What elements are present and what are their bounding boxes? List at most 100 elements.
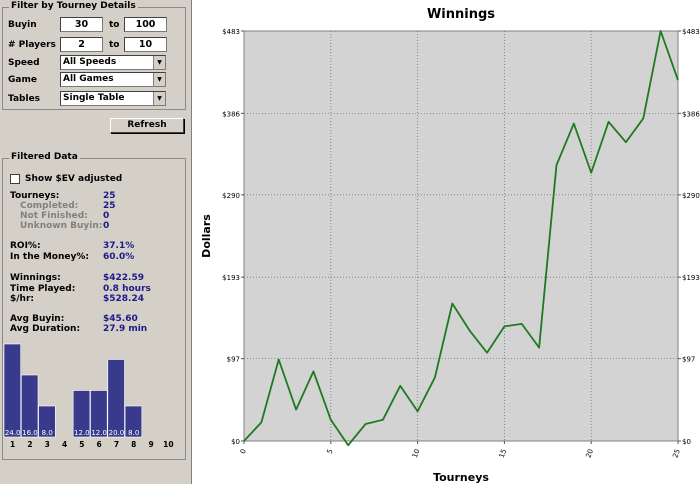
stat-value: 0 — [103, 221, 110, 231]
players-label: # Players — [8, 40, 56, 50]
stat-label: In the Money%: — [10, 252, 89, 262]
histogram-bar — [3, 343, 22, 438]
game-select[interactable]: All Games ▼ — [60, 72, 166, 87]
histogram-category-label: 6 — [97, 440, 102, 449]
left-panel: Filter by Tourney Details Buyin 30 to 10… — [0, 0, 192, 484]
histogram-category-label: 4 — [62, 440, 67, 449]
stat-value: $422.59 — [103, 273, 144, 283]
tables-select[interactable]: Single Table ▼ — [60, 91, 166, 106]
y-tick-label: $483 — [222, 28, 240, 36]
x-tick-label: 0 — [239, 448, 248, 455]
stat-value: 0 — [103, 211, 110, 221]
histogram-category-label: 2 — [27, 440, 32, 449]
histogram-bar — [20, 374, 39, 438]
speed-select-value: All Speeds — [63, 57, 117, 67]
histogram-bar — [90, 390, 108, 438]
stat-value: $528.24 — [103, 294, 144, 304]
speed-label: Speed — [8, 58, 40, 68]
stat-label: Winnings: — [10, 273, 61, 283]
histogram-bar-label: 16.0 — [22, 429, 38, 437]
x-tick-label: 5 — [326, 448, 335, 455]
stat-value: 27.9 min — [103, 324, 148, 334]
stat-label: Tourneys: — [10, 191, 60, 201]
x-tick-label: 20 — [585, 448, 596, 459]
filtered-data-title: Filtered Data — [9, 152, 80, 162]
refresh-button[interactable]: Refresh — [110, 118, 184, 133]
histogram-bar — [38, 405, 56, 438]
stat-label: Not Finished: — [20, 211, 88, 221]
stat-value: 25 — [103, 191, 116, 201]
tables-select-value: Single Table — [63, 93, 125, 103]
stat-label: Time Played: — [10, 284, 76, 294]
y-tick-label: $290 — [222, 192, 240, 200]
y-tick-label-right: $386 — [682, 110, 700, 118]
y-tick-label: $193 — [222, 274, 240, 282]
histogram-bar-label: 20.0 — [109, 429, 125, 437]
y-tick-label-right: $290 — [682, 192, 700, 200]
y-tick-label-right: $483 — [682, 28, 700, 36]
y-tick-label: $386 — [222, 110, 240, 118]
filtered-data-group: Filtered Data — [2, 152, 186, 460]
buyin-label: Buyin — [8, 20, 37, 30]
histogram-bar-label: 8.0 — [42, 429, 53, 437]
show-ev-checkbox[interactable] — [10, 174, 20, 184]
players-to-label: to — [109, 40, 120, 50]
x-axis-label: Tourneys — [433, 471, 489, 484]
buyin-to-label: to — [109, 20, 120, 30]
game-label: Game — [8, 75, 37, 85]
buyin-min-input[interactable]: 30 — [60, 17, 103, 32]
speed-select[interactable]: All Speeds ▼ — [60, 55, 166, 70]
histogram-category-label: 1 — [10, 440, 15, 449]
stat-label: $/hr: — [10, 294, 34, 304]
y-tick-label-right: $0 — [682, 438, 691, 446]
chevron-down-icon[interactable]: ▼ — [153, 73, 165, 86]
y-tick-label-right: $193 — [682, 274, 700, 282]
y-tick-label: $0 — [231, 438, 240, 446]
histogram-bar — [107, 359, 125, 438]
chart-title: Winnings — [427, 7, 495, 22]
stat-value: 37.1% — [103, 241, 135, 251]
histogram-bar — [72, 390, 91, 438]
players-max-input[interactable]: 10 — [124, 37, 167, 52]
tables-label: Tables — [8, 94, 41, 104]
plot-area — [243, 30, 679, 442]
histogram-category-label: 10 — [163, 440, 173, 449]
stat-value: 25 — [103, 201, 116, 211]
histogram-category-label: 9 — [148, 440, 153, 449]
histogram-category-label: 3 — [45, 440, 50, 449]
chart-panel: $0 $0 $97 $97 $193 $193 $290 $290 $386 $386 $483 $4… — [192, 0, 700, 484]
show-ev-label: Show $EV adjusted — [25, 174, 123, 184]
buyin-max-input[interactable]: 100 — [124, 17, 167, 32]
chevron-down-icon[interactable]: ▼ — [153, 92, 165, 105]
x-tick-label: 25 — [671, 448, 682, 459]
stat-value: 60.0% — [103, 252, 135, 262]
game-select-value: All Games — [63, 74, 114, 84]
y-tick-label-right: $97 — [682, 356, 695, 364]
chevron-down-icon[interactable]: ▼ — [153, 56, 165, 69]
stat-label: Unknown Buyin: — [20, 221, 103, 231]
histogram-category-label: 5 — [79, 440, 84, 449]
finish-position-histogram: 24.0 1 16.0 2 8.0 3 4 12.0 5 12.0 6 20.0 7 8.0 8 9 10 — [3, 343, 174, 449]
stat-label: Avg Buyin: — [10, 314, 65, 324]
histogram-bar-label: 24.0 — [5, 429, 21, 437]
winnings-chart: $0 $0 $97 $97 $193 $193 $290 $290 $386 $386 $483 $4… — [200, 7, 700, 484]
histogram-bar-label: 12.0 — [74, 429, 90, 437]
stat-value: 0.8 hours — [103, 284, 151, 294]
stat-label: Avg Duration: — [10, 324, 81, 334]
stat-label: ROI%: — [10, 241, 41, 251]
stat-value: $45.60 — [103, 314, 138, 324]
stat-label: Completed: — [20, 201, 79, 211]
histogram-bar-label: 12.0 — [91, 429, 107, 437]
histogram-bar — [124, 405, 143, 438]
players-min-input[interactable]: 2 — [60, 37, 103, 52]
histogram-category-label: 8 — [131, 440, 136, 449]
histogram-category-label: 7 — [114, 440, 119, 449]
y-axis-label: Dollars — [200, 214, 213, 258]
winnings-line — [243, 30, 679, 447]
filter-group: Filter by Tourney Details — [2, 1, 186, 110]
y-tick-label: $97 — [227, 356, 240, 364]
filter-group-title: Filter by Tourney Details — [9, 1, 138, 11]
x-tick-label: 15 — [498, 448, 509, 459]
histogram-bar-label: 8.0 — [128, 429, 139, 437]
x-tick-label: 10 — [411, 448, 422, 459]
